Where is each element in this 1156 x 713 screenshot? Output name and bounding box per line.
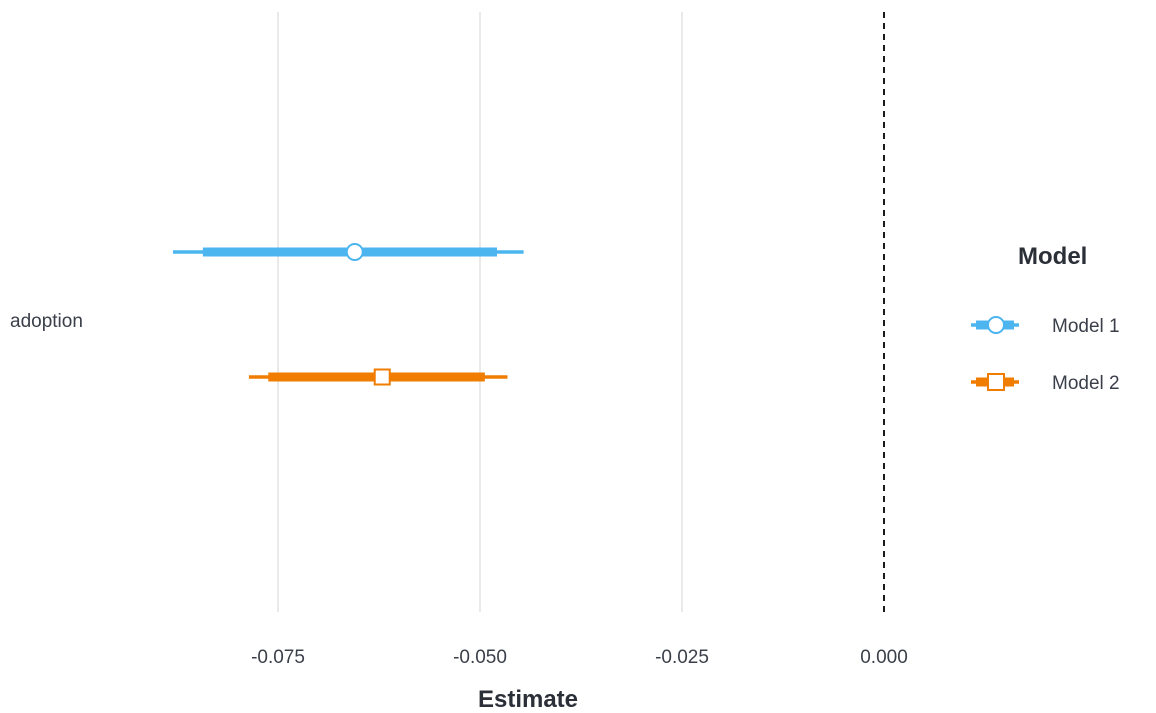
legend-label: Model 2 bbox=[1052, 373, 1120, 394]
legend: Model Model 1 Model 2 bbox=[971, 243, 1120, 394]
legend-item: Model 1 bbox=[971, 316, 1120, 337]
series-group bbox=[172, 243, 524, 386]
x-tick-label: 0.000 bbox=[860, 647, 908, 668]
point-estimate bbox=[373, 368, 391, 386]
gridlines bbox=[277, 12, 683, 612]
legend-marker bbox=[987, 373, 1005, 391]
legend-item: Model 2 bbox=[971, 373, 1120, 394]
x-axis: -0.075 -0.050 -0.025 0.000 bbox=[251, 647, 908, 668]
legend-title: Model bbox=[1018, 243, 1087, 270]
x-tick-label: -0.050 bbox=[453, 647, 507, 668]
x-tick-label: -0.025 bbox=[655, 647, 709, 668]
x-axis-title: Estimate bbox=[478, 686, 578, 713]
legend-label: Model 1 bbox=[1052, 316, 1120, 337]
point-estimate bbox=[345, 243, 364, 261]
y-tick-label: adoption bbox=[10, 311, 83, 332]
x-tick-label: -0.075 bbox=[251, 647, 305, 668]
legend-marker bbox=[987, 316, 1005, 334]
